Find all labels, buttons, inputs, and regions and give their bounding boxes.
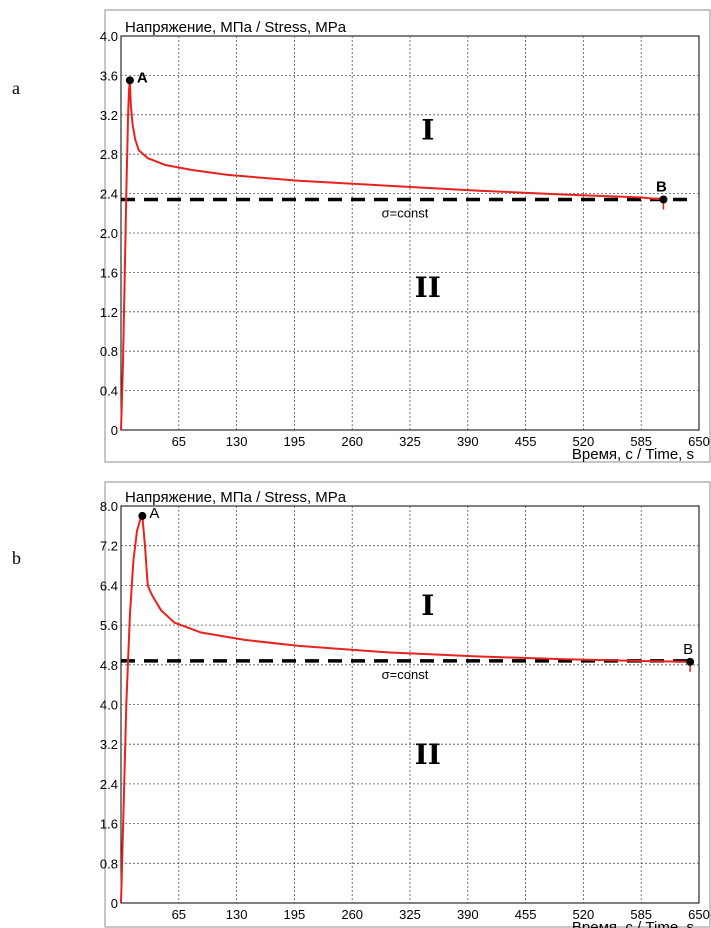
chart-2-x-tick-label: 260: [341, 907, 363, 922]
chart-1-y-tick-label: 0.8: [100, 344, 118, 359]
chart-1-y-tick-label: 2.0: [100, 226, 118, 241]
chart-2-title: Напряжение, МПа / Stress, MPa: [125, 489, 347, 506]
chart-1-y-tick-label: 1.6: [100, 265, 118, 280]
chart-1-x-axis-label: Время, с / Time, s: [572, 446, 694, 463]
chart-1-region-two-label: II: [415, 271, 441, 304]
chart-2-y-tick-label: 3.2: [100, 737, 118, 752]
chart-2-x-tick-label: 390: [457, 907, 479, 922]
chart-2-y-tick-label: 7.2: [100, 539, 118, 554]
chart-1-x-tick-label: 390: [457, 434, 479, 449]
chart-2-x-tick-label: 325: [399, 907, 421, 922]
chart-1-point-a-label: A: [137, 69, 148, 86]
chart-1-y-tick-label: 3.6: [100, 68, 118, 83]
chart-1-y-tick-label: 0.4: [100, 384, 118, 399]
chart-2-point-a-marker: [138, 511, 147, 520]
chart-2-x-axis-label: Время, с / Time, s: [572, 919, 694, 928]
chart-1-region-one-label: I: [421, 113, 434, 146]
chart-1-x-tick-label: 260: [341, 434, 363, 449]
chart-2-y-tick-label: 0.8: [100, 856, 118, 871]
chart-1-y-tick-label: 1.2: [100, 305, 118, 320]
chart-2-point-a-label: A: [149, 505, 159, 522]
chart-2-y-tick-label: 5.6: [100, 618, 118, 633]
chart-2-x-tick-label: 130: [226, 907, 248, 922]
chart-2-point-b-marker: [686, 657, 695, 666]
chart-2-y-tick-label: 4.8: [100, 658, 118, 673]
chart-2-series-1-line: [120, 513, 691, 904]
chart-1-x-tick-label: 65: [172, 434, 186, 449]
chart-1-y-tick-label: 2.4: [100, 187, 118, 202]
chart-2-x-tick-label: 455: [515, 907, 537, 922]
chart-1-x-tick-label: 650: [688, 434, 710, 449]
chart-2-point-b-label: B: [683, 641, 693, 658]
chart-1-y-tick-label: 2.8: [100, 147, 118, 162]
chart-2-y-tick-label: 8.0: [100, 499, 118, 514]
panel-letter-b: b: [12, 548, 21, 568]
chart-1-y-tick-label: 0: [111, 423, 118, 438]
chart-2-x-tick-label: 520: [573, 907, 595, 922]
chart-1-point-a-marker: [125, 76, 134, 85]
chart-2-y-tick-label: 4.0: [100, 698, 118, 713]
chart-1-title: Напряжение, МПа / Stress, MPa: [125, 19, 347, 36]
chart-2-region-one-label: I: [421, 589, 434, 622]
chart-2-y-tick-label: 0: [111, 896, 118, 911]
chart-1-x-tick-label: 455: [515, 434, 537, 449]
chart-2-x-tick-label: 650: [688, 907, 710, 922]
panel-letter-a: a: [12, 78, 20, 98]
chart-1-x-tick-label: 585: [630, 434, 652, 449]
chart-2-y-tick-label: 1.6: [100, 817, 118, 832]
chart-1-x-tick-label: 130: [226, 434, 248, 449]
chart-1-x-tick-label: 325: [399, 434, 421, 449]
chart-1-series-1-line: [120, 80, 664, 431]
chart-2-x-tick-label: 195: [284, 907, 306, 922]
chart-2-y-tick-label: 6.4: [100, 578, 118, 593]
chart-1-point-b-label: B: [656, 179, 667, 196]
chart-1-x-tick-label: 195: [284, 434, 306, 449]
chart-2-reference-label: σ=const: [382, 667, 429, 682]
chart-2-region-two-label: II: [415, 738, 441, 771]
chart-1-point-b-marker: [659, 195, 668, 204]
chart-2-x-tick-label: 65: [172, 907, 186, 922]
chart-2-x-tick-label: 585: [630, 907, 652, 922]
chart-1-x-tick-label: 520: [573, 434, 595, 449]
chart-1-y-tick-label: 3.2: [100, 108, 118, 123]
chart-1-reference-label: σ=const: [382, 206, 429, 221]
chart-2-y-tick-label: 2.4: [100, 777, 118, 792]
chart-1-y-tick-label: 4.0: [100, 29, 118, 44]
